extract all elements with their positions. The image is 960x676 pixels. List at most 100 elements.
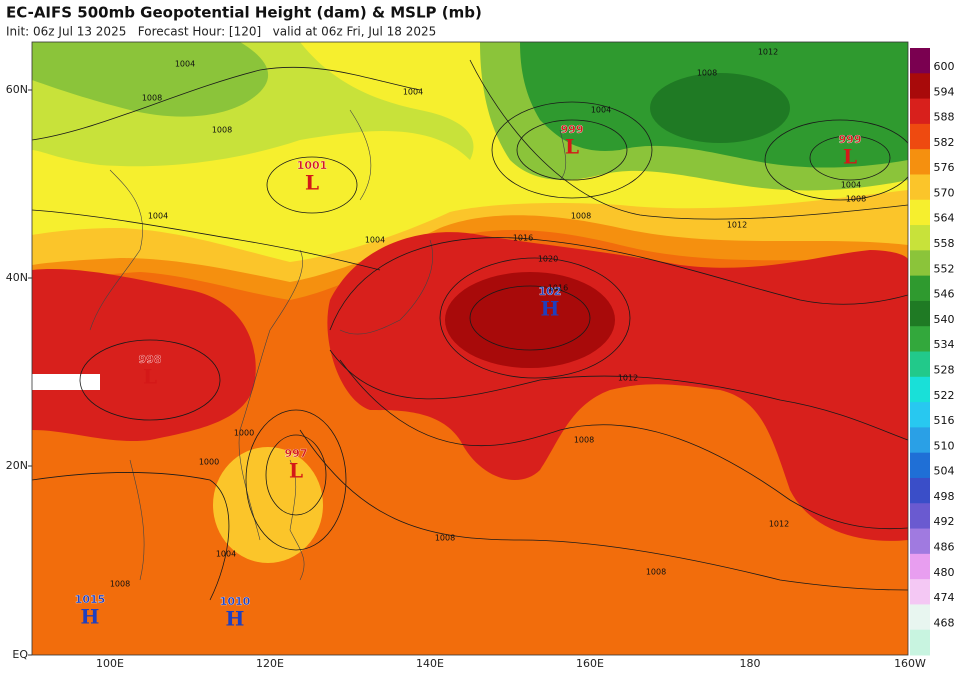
center-letter: L <box>143 365 157 389</box>
isobar-label: 1012 <box>758 48 778 57</box>
isobar-label: 1004 <box>365 236 385 245</box>
isobar-label: 1004 <box>175 60 195 69</box>
colorbar-cell <box>910 73 930 100</box>
center-value: 999 <box>839 133 862 146</box>
colorbar-cell <box>910 629 930 656</box>
colorbar-cell <box>910 351 930 378</box>
center-value: 1001 <box>297 159 328 172</box>
center-letter: H <box>541 297 560 321</box>
center-letter: H <box>81 605 100 629</box>
isobar-label: 1004 <box>148 212 168 221</box>
colorbar-cell <box>910 528 930 555</box>
colorbar-label: 486 <box>934 541 955 554</box>
map-field <box>32 42 908 655</box>
title: EC-AIFS 500mb Geopotential Height (dam) … <box>6 4 482 22</box>
isobar-label: 1020 <box>538 255 558 264</box>
isobar-label: 1000 <box>199 458 219 467</box>
colorbar-cell <box>910 225 930 251</box>
center-value: 997 <box>285 447 308 460</box>
colorbar-label: 528 <box>934 363 955 376</box>
colorbar-cell <box>910 553 930 580</box>
isobar-label: 1008 <box>571 212 591 221</box>
colorbar-cell <box>910 402 930 428</box>
isobar-label: 1008 <box>574 436 594 445</box>
isobar-label: 1008 <box>142 94 162 103</box>
lat-label: EQ <box>12 648 28 661</box>
center-letter: L <box>289 459 303 483</box>
isobar-label: 1008 <box>435 534 455 543</box>
colorbar-label: 534 <box>934 338 955 351</box>
lon-label: 140E <box>416 657 444 670</box>
colorbar-label: 504 <box>934 465 955 478</box>
colorbar-label: 546 <box>934 288 955 301</box>
center-letter: L <box>565 135 579 159</box>
colorbar-cell <box>910 452 930 479</box>
center-value: 998 <box>139 353 162 366</box>
isobar-label: 1000 <box>234 429 254 438</box>
colorbar-cell <box>910 503 930 530</box>
isobar-label: 1008 <box>646 568 666 577</box>
isobar-label: 1012 <box>618 374 638 383</box>
isobar-label: 1008 <box>110 580 130 589</box>
colorbar-label: 564 <box>934 212 955 225</box>
colorbar-cell <box>910 98 930 125</box>
isobar-label: 1008 <box>697 69 717 78</box>
colorbar-label: 588 <box>934 111 955 124</box>
colorbar-label: 552 <box>934 262 955 275</box>
center-value: 1015 <box>75 593 106 606</box>
colorbar-cell <box>910 250 930 277</box>
colorbar-label: 600 <box>934 60 955 73</box>
lon-label: 100E <box>96 657 124 670</box>
colorbar-label: 468 <box>934 616 955 629</box>
lon-label: 120E <box>256 657 284 670</box>
colorbar-label: 540 <box>934 313 955 326</box>
colorbar-cell <box>910 326 930 352</box>
colorbar-cell <box>910 300 930 327</box>
colorbar-cell <box>910 48 930 74</box>
colorbar-cell <box>910 123 930 150</box>
isobar-label: 1004 <box>403 88 423 97</box>
center-letter: L <box>305 171 319 195</box>
lat-label: 40N <box>6 271 28 284</box>
isobar-label: 1016 <box>548 284 568 293</box>
colorbar-label: 474 <box>934 591 955 604</box>
colorbar-label: 576 <box>934 161 955 174</box>
colorbar-label: 516 <box>934 414 955 427</box>
isobar-label: 1004 <box>216 550 236 559</box>
center-value: 1010 <box>220 595 251 608</box>
lon-label: 160E <box>576 657 604 670</box>
center-letter: L <box>843 145 857 169</box>
isobar-label: 1008 <box>212 126 232 135</box>
isobar-label: 1008 <box>846 195 866 204</box>
center-value: 102 <box>539 285 562 298</box>
colorbar-label: 558 <box>934 237 955 250</box>
isobar-label: 1012 <box>727 221 747 230</box>
lat-label: 60N <box>6 83 28 96</box>
colorbar-cell <box>910 174 930 201</box>
colorbar-cell <box>910 199 930 226</box>
colorbar-label: 480 <box>934 566 955 579</box>
colorbar-label: 492 <box>934 515 955 528</box>
isobar-label: 1016 <box>513 234 533 243</box>
lat-label: 20N <box>6 459 28 472</box>
map-frame <box>31 41 909 656</box>
colorbar-label: 510 <box>934 439 955 452</box>
center-letter: H <box>226 607 245 631</box>
isobar-label: 1004 <box>591 106 611 115</box>
colorbar-cell <box>910 604 930 631</box>
subtitle: Init: 06z Jul 13 2025 Forecast Hour: [12… <box>6 25 436 39</box>
colorbar-cell <box>910 477 930 504</box>
center-value: 999 <box>561 123 584 136</box>
map-labels: 60N 40N 20N EQ 100E 120E 140E 160E 180 160W 600 594… <box>6 48 955 671</box>
colorbar-cell <box>910 149 930 175</box>
colorbar-label: 498 <box>934 490 955 503</box>
colorbar-cell <box>910 376 930 403</box>
isobar-label: 1012 <box>769 520 789 529</box>
lon-label: 160W <box>894 657 926 670</box>
colorbar-cell <box>910 579 930 605</box>
colorbar-label: 594 <box>934 85 955 98</box>
colorbar-cell <box>910 427 930 454</box>
lon-label: 180 <box>740 657 761 670</box>
colorbar-label: 570 <box>934 186 955 199</box>
